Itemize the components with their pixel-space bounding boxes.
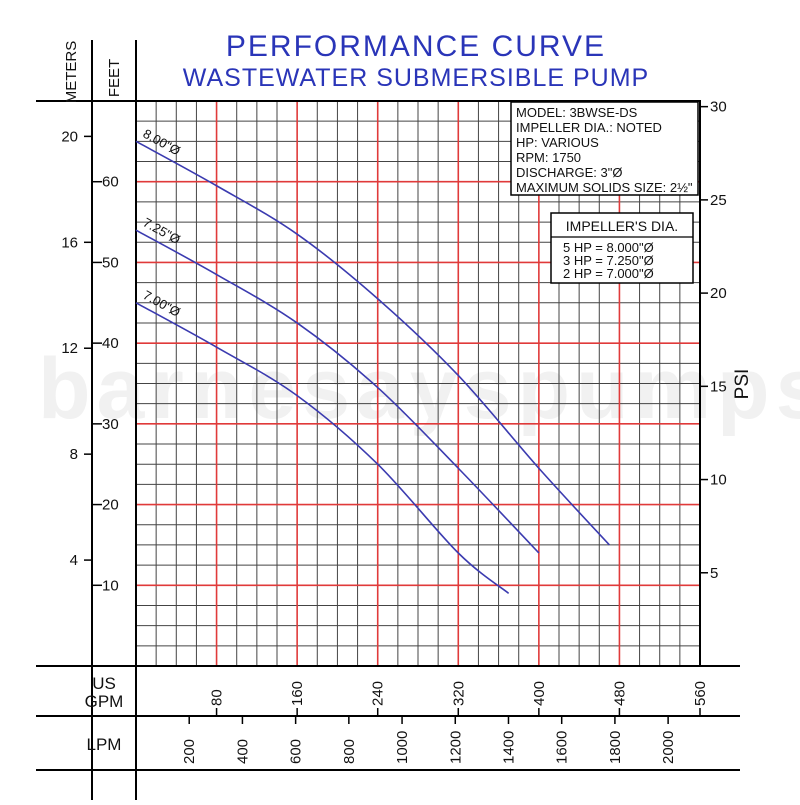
psi-tick-label: 25 [710, 192, 727, 209]
impeller-row: 5 HP = 8.000"Ø [563, 240, 654, 255]
impeller-box-title: IMPELLER'S DIA. [566, 218, 678, 234]
gpm-axis-label: GPM [85, 692, 124, 711]
lpm-tick-label: 200 [181, 739, 198, 764]
feet-axis-label: FEET [106, 59, 123, 97]
psi-tick-label: 30 [710, 99, 727, 116]
impeller-box [550, 212, 694, 284]
lpm-axis-label: LPM [87, 735, 122, 754]
spec-line: DISCHARGE: 3"Ø [516, 165, 622, 180]
gpm-tick-label: 560 [692, 681, 709, 706]
spec-line: MAXIMUM SOLIDS SIZE: 2½" [516, 180, 693, 195]
spec-box [510, 101, 699, 196]
lpm-tick-label: 2000 [660, 731, 677, 764]
psi-tick-label: 20 [710, 285, 727, 302]
psi-tick-label: 15 [710, 378, 727, 395]
gpm-tick-label: 80 [209, 689, 226, 706]
psi-axis-label: PSI [732, 369, 753, 400]
spec-line: IMPELLER DIA.: NOTED [516, 120, 662, 135]
axes: METERS 4 8 12 16 20 FEET 10 20 30 40 50 60 5 10 15 20 25 3… [36, 40, 753, 800]
impeller-row: 2 HP = 7.000"Ø [563, 266, 654, 281]
lpm-tick-label: 400 [234, 739, 251, 764]
lpm-tick-label: 1600 [554, 731, 571, 764]
feet-tick-label: 20 [102, 497, 119, 514]
lpm-tick-label: 1200 [447, 731, 464, 764]
meters-axis-label: METERS [63, 41, 80, 104]
meters-tick-label: 8 [70, 446, 78, 463]
chart-subtitle: WASTEWATER SUBMERSIBLE PUMP [183, 64, 649, 92]
lpm-tick-label: 600 [288, 739, 305, 764]
psi-tick-label: 10 [710, 472, 727, 489]
spec-line: RPM: 1750 [516, 150, 581, 165]
lpm-tick-label: 1400 [500, 731, 517, 764]
gpm-tick-label: 400 [531, 681, 548, 706]
feet-tick-label: 60 [102, 174, 119, 191]
spec-line: HP: VARIOUS [516, 135, 599, 150]
chart-title: PERFORMANCE CURVE [226, 30, 606, 63]
feet-tick-label: 50 [102, 254, 119, 271]
lpm-tick-label: 1800 [607, 731, 624, 764]
psi-tick-label: 5 [710, 565, 718, 582]
meters-tick-label: 16 [61, 234, 78, 251]
lpm-tick-label: 1000 [394, 731, 411, 764]
gpm-tick-label: 480 [611, 681, 628, 706]
feet-tick-label: 30 [102, 416, 119, 433]
meters-tick-label: 4 [70, 552, 78, 569]
pump-curve-1 [135, 140, 610, 546]
meters-tick-label: 20 [61, 128, 78, 145]
feet-tick-label: 10 [102, 577, 119, 594]
gpm-tick-label: 320 [450, 681, 467, 706]
impeller-row: 3 HP = 7.250"Ø [563, 253, 654, 268]
spec-line: MODEL: 3BWSE-DS [516, 105, 638, 120]
gpm-tick-label: 160 [289, 681, 306, 706]
gpm-tick-label: 240 [370, 681, 387, 706]
pump-curve-2 [135, 229, 540, 554]
watermark-text: barnesayspumps [38, 341, 800, 437]
meters-tick-label: 12 [61, 340, 78, 357]
gpm-axis-label: US [92, 674, 116, 693]
lpm-tick-label: 800 [341, 739, 358, 764]
feet-tick-label: 40 [102, 335, 119, 352]
pump-curve-3 [135, 302, 510, 594]
